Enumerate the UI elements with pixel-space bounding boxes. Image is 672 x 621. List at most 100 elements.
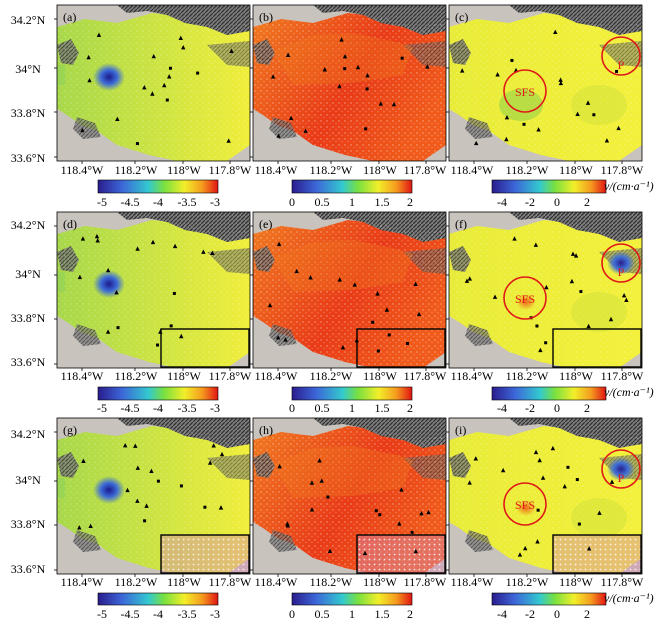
gps-station-marker xyxy=(80,236,86,241)
leveling-marker xyxy=(374,509,378,513)
colorbar-tick: 0 xyxy=(554,401,560,415)
colorbar-tick: -2 xyxy=(525,607,535,621)
gps-station-marker xyxy=(150,91,155,96)
panel-frame xyxy=(448,4,643,162)
y-tick-label: 33.6°N xyxy=(11,355,46,369)
leveling-marker xyxy=(116,326,120,330)
gps-station-marker xyxy=(125,487,130,493)
x-tick-label: 118.4°W xyxy=(255,163,298,177)
map-panel: (c) SFS P xyxy=(446,4,643,164)
coherence-texture xyxy=(253,220,446,368)
gps-station-marker xyxy=(558,77,563,82)
y-tick-label: 34°N xyxy=(15,267,41,281)
gps-station-marker xyxy=(467,480,472,485)
annotation-circle xyxy=(503,482,547,526)
gps-station-marker xyxy=(624,297,629,303)
gps-station-marker xyxy=(340,345,346,350)
x-tick-label: 118°W xyxy=(363,575,397,589)
gps-station-marker xyxy=(467,276,472,281)
x-tick-label: 117.8°W xyxy=(209,369,252,383)
gps-station-marker xyxy=(87,77,92,83)
study-subregion-box xyxy=(356,534,446,574)
leveling-marker xyxy=(165,98,169,102)
colorbar-unit: v/(cm·a⁻¹) xyxy=(604,591,654,605)
leveling-marker xyxy=(544,341,548,345)
colorbar xyxy=(97,179,219,194)
x-tick-label: 118.4°W xyxy=(451,163,494,177)
y-axis-labels-row2: 34.2°N 34°N 33.8°N 33.6°N xyxy=(11,218,46,369)
map-panel: (h) xyxy=(250,417,447,577)
gps-station-marker xyxy=(416,311,422,317)
value-patch xyxy=(273,240,413,292)
colorbar-tick: 1.5 xyxy=(375,401,390,415)
map-panel: (d) xyxy=(54,211,251,371)
leveling-marker xyxy=(179,484,183,488)
colorbar-tick: 0 xyxy=(289,607,295,621)
x-tick-label: 118°W xyxy=(167,369,201,383)
subsidence-spot xyxy=(607,251,635,275)
colorbar-unit: v/(cm·a⁻¹) xyxy=(604,179,654,193)
leveling-marker xyxy=(387,333,391,337)
x-tick-label: 118.2°W xyxy=(310,575,353,589)
gps-station-marker xyxy=(550,445,556,451)
gps-station-marker xyxy=(123,442,128,448)
x-tick-label: 118°W xyxy=(167,163,201,177)
x-tick-label: 118.4°W xyxy=(451,575,494,589)
annotation-label-sfs: SFS xyxy=(515,85,535,99)
colorbar xyxy=(291,179,413,194)
y-axis-labels-row1: 34.2°N 34°N 33.8°N 33.6°N xyxy=(11,13,46,165)
leveling-marker xyxy=(196,71,200,75)
y-axis-labels-row3: 34.2°N 34°N 33.8°N 33.6°N xyxy=(11,427,46,576)
value-patch xyxy=(273,33,413,85)
map-panel: (a) xyxy=(54,4,251,164)
y-tick-label: 33.8°N xyxy=(11,311,46,325)
gps-station-marker xyxy=(207,460,213,465)
y-tick-label: 34.2°N xyxy=(11,427,46,441)
colorbars-row2: -5 -4.5 -4 -3.5 -3 0 0.5 1 1.5 2 -4 -2 0… xyxy=(97,385,654,415)
leveling-marker xyxy=(579,290,583,294)
gps-station-marker xyxy=(149,468,154,474)
value-patch xyxy=(57,65,65,85)
x-tick-label: 117.8°W xyxy=(404,575,447,589)
gps-station-marker xyxy=(419,511,424,516)
colorbar-tick: -4 xyxy=(153,607,163,621)
x-tick-label: 118.2°W xyxy=(310,163,353,177)
x-tick-label: 118°W xyxy=(167,575,201,589)
gps-station-marker xyxy=(535,539,540,544)
leveling-marker xyxy=(135,142,139,146)
map-panel: (i) SFS P xyxy=(446,417,643,577)
gps-station-marker xyxy=(277,464,282,469)
annotation-label-sfs: SFS xyxy=(515,498,535,512)
gps-station-marker xyxy=(317,458,322,463)
gps-station-marker xyxy=(537,457,542,463)
annotation-label-p: P xyxy=(618,471,625,485)
colorbar-tick: 0 xyxy=(289,401,295,415)
x-tick-label: 118.4°W xyxy=(451,369,494,383)
x-tick-label: 117.8°W xyxy=(209,575,252,589)
x-tick-label: 117.8°W xyxy=(404,163,447,177)
colorbar-tick: -4 xyxy=(153,401,163,415)
panel-frame xyxy=(56,4,251,162)
coherence-texture xyxy=(57,220,250,368)
gps-station-marker xyxy=(474,140,479,146)
masked-area xyxy=(161,535,250,574)
colorbar-tick: 0.5 xyxy=(315,607,330,621)
panel-label: (e) xyxy=(259,217,272,231)
gps-station-marker xyxy=(570,251,576,256)
gps-station-marker xyxy=(294,268,299,274)
gps-station-marker xyxy=(495,72,500,77)
gps-station-marker xyxy=(275,335,281,340)
gps-station-marker xyxy=(172,243,178,249)
annotation-circle xyxy=(601,36,641,76)
gps-station-marker xyxy=(179,333,184,339)
y-tick-label: 33.6°N xyxy=(11,562,46,576)
colorbar-tick: -5 xyxy=(97,607,107,621)
x-tick-label: 118°W xyxy=(363,369,397,383)
map-panel: (f) SFS P xyxy=(446,211,643,371)
colorbar-tick: 1 xyxy=(349,195,355,209)
gps-station-marker xyxy=(604,138,610,143)
value-patch xyxy=(273,446,413,498)
leveling-marker xyxy=(376,349,380,353)
subsidence-spot xyxy=(93,476,125,504)
panel-frame xyxy=(252,4,447,162)
